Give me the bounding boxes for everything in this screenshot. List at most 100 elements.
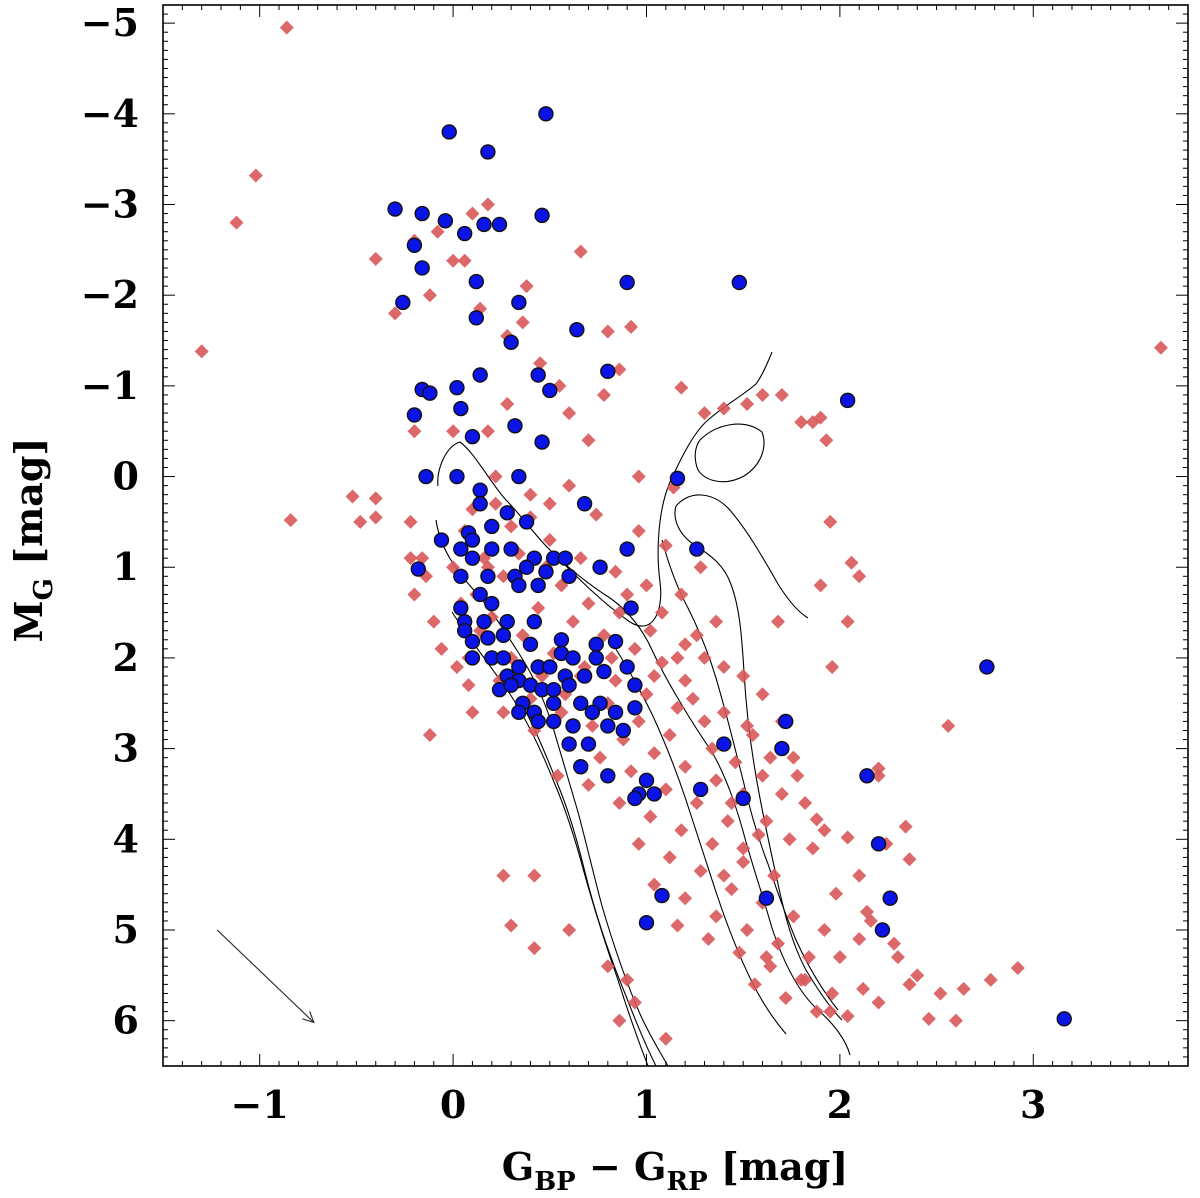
y-tick-label: −4: [81, 91, 139, 136]
y-tick-label: 6: [113, 998, 139, 1043]
blue-circle-point: [511, 577, 527, 594]
red-diamond-point: [670, 918, 685, 933]
red-diamond-point: [709, 614, 724, 629]
blue-circle-point: [573, 759, 589, 775]
red-diamond-point: [697, 714, 712, 729]
red-diamond-point: [283, 513, 298, 528]
red-diamond-point: [608, 564, 623, 579]
blue-circle-point: [503, 334, 519, 351]
blue-circle-point: [453, 541, 469, 557]
blue-circle-point: [522, 636, 539, 653]
red-diamond-point: [720, 814, 735, 829]
red-diamond-point: [612, 796, 627, 811]
x-axis-label: GBP − GRP [mag]: [502, 1144, 849, 1197]
red-diamond-point: [871, 995, 886, 1010]
red-diamond-point: [403, 551, 418, 566]
blue-circle-point: [716, 736, 732, 752]
red-diamond-point: [689, 628, 704, 643]
red-diamond-point: [871, 768, 886, 783]
red-diamond-point: [403, 514, 418, 529]
red-diamond-point: [612, 362, 627, 377]
blue-circle-point: [480, 144, 496, 160]
red-diamond-point: [562, 922, 577, 937]
blue-circle-point: [607, 633, 624, 650]
red-diamond-point: [523, 487, 538, 502]
red-diamond-point: [446, 424, 461, 439]
red-diamond-point: [643, 809, 658, 824]
red-diamond-point: [434, 641, 449, 656]
red-diamond-point: [670, 650, 685, 665]
blue-circle-point: [499, 613, 515, 630]
blue-circle-point: [627, 700, 643, 716]
red-diamond-point: [353, 514, 368, 529]
red-diamond-point: [813, 578, 828, 593]
x-tick-label: 2: [827, 1082, 853, 1127]
blue-circle-point: [484, 541, 500, 557]
blue-circle-point: [518, 559, 535, 575]
y-axis-label: MG [mag]: [6, 438, 59, 643]
red-diamond-point: [902, 852, 917, 867]
blue-circle-point: [619, 274, 635, 291]
blue-circle-point: [627, 790, 643, 807]
red-diamond-point: [461, 678, 476, 693]
blue-circle-point: [615, 722, 631, 739]
blue-circle-point: [607, 704, 624, 721]
red-diamond-point: [674, 587, 689, 602]
red-diamond-point: [422, 288, 437, 303]
red-diamond-point: [654, 605, 669, 620]
y-tick-label: 4: [113, 816, 139, 861]
red-diamond-point: [852, 932, 867, 947]
blue-circle-point: [511, 468, 527, 485]
red-diamond-point: [465, 206, 480, 221]
blue-circle-point: [584, 704, 601, 721]
red-diamond-point: [852, 868, 867, 883]
red-diamond-point: [593, 750, 608, 765]
red-diamond-point: [519, 279, 534, 294]
red-diamond-point: [941, 718, 956, 733]
red-diamond-point: [496, 569, 511, 584]
contour-ms-lower-3: [519, 699, 657, 1067]
red-diamond-point: [693, 560, 708, 575]
red-diamond-point: [736, 841, 751, 856]
red-diamond-point: [542, 496, 557, 511]
blue-circle-point: [573, 695, 589, 711]
blue-circle-point: [545, 713, 562, 730]
blue-circle-point: [437, 213, 454, 229]
red-diamond-point: [430, 224, 445, 239]
red-diamond-point: [596, 387, 611, 402]
blue-circle-point: [600, 363, 616, 380]
y-tick-label: 5: [113, 907, 139, 952]
red-diamond-point: [457, 253, 472, 268]
blue-circle-point: [414, 205, 430, 222]
blue-circle-point: [576, 496, 593, 512]
red-diamond-point: [790, 768, 805, 783]
y-tick-label: 2: [113, 635, 139, 680]
red-diamond-point: [527, 941, 542, 956]
red-diamond-point: [689, 796, 704, 811]
red-diamond-point: [817, 922, 832, 937]
red-diamond-point: [871, 761, 886, 776]
blue-circle-point: [692, 781, 709, 798]
red-diamond-point: [809, 1004, 824, 1019]
blue-circle-point: [456, 623, 473, 639]
blue-circle-point: [503, 677, 519, 693]
blue-circle-point: [449, 379, 465, 396]
blue-circle-point: [418, 468, 434, 485]
red-diamond-point: [647, 877, 662, 892]
contour-rc: [694, 423, 765, 483]
red-diamond-point: [778, 990, 793, 1005]
red-diamond-point: [740, 718, 755, 733]
red-diamond-point: [840, 614, 855, 629]
red-diamond-point: [643, 623, 658, 638]
blue-circle-point: [495, 650, 512, 666]
red-diamond-point: [825, 659, 840, 674]
red-diamond-point: [388, 306, 403, 321]
x-tick-label: 1: [633, 1082, 659, 1127]
blue-circle-point: [464, 633, 481, 650]
red-diamond-point: [229, 215, 244, 230]
blue-circle-point: [646, 786, 662, 802]
red-diamond-point: [774, 786, 789, 801]
red-diamond-point: [480, 197, 495, 212]
red-diamond-point: [697, 406, 712, 421]
red-diamond-point: [515, 315, 530, 330]
